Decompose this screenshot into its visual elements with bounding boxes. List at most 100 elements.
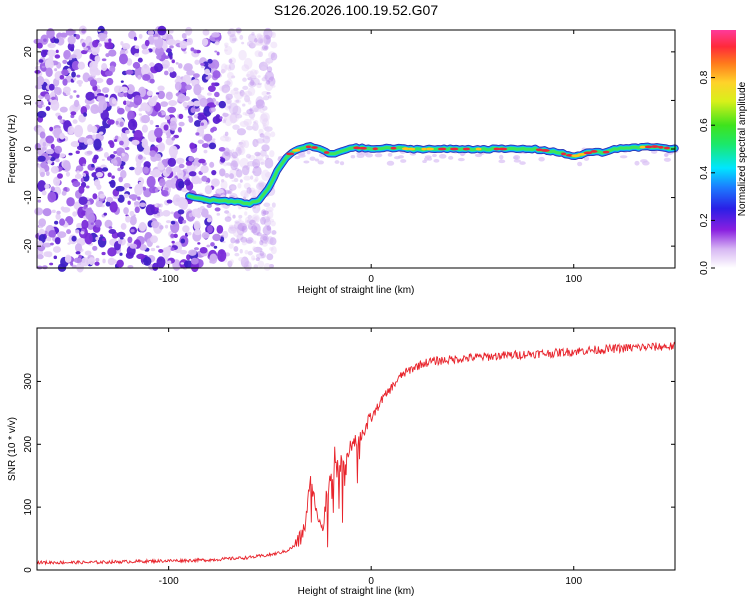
noise-blob (498, 159, 506, 164)
noise-blob (256, 83, 262, 89)
noise-blob (169, 55, 173, 60)
noise-blob (47, 42, 56, 49)
noise-blob (234, 90, 239, 95)
x-tick-label: -100 (159, 274, 179, 285)
noise-blob (214, 91, 220, 98)
noise-blob (244, 219, 251, 227)
noise-blob (172, 194, 182, 206)
noise-blob (257, 104, 264, 110)
noise-blob (155, 92, 160, 95)
noise-blob (169, 71, 177, 79)
noise-blob (84, 250, 92, 256)
snr-x-ticks: -100 0 100 (159, 328, 583, 587)
noise-blob (258, 128, 264, 136)
noise-blob (80, 257, 90, 267)
noise-blob (218, 100, 226, 109)
noise-blob (438, 153, 447, 159)
noise-blob (51, 96, 56, 101)
noise-blob (92, 245, 98, 251)
noise-blob (157, 111, 162, 117)
noise-blob (55, 87, 62, 96)
noise-blob (306, 150, 311, 155)
signal-core-mark (650, 145, 660, 148)
noise-blob (238, 256, 245, 262)
noise-blob (119, 121, 124, 127)
noise-blob (640, 159, 648, 163)
noise-blob (214, 41, 220, 46)
noise-blob (188, 155, 194, 162)
noise-blob (40, 161, 48, 169)
noise-blob (261, 209, 267, 217)
noise-blob (221, 179, 225, 183)
noise-blob (99, 37, 106, 42)
noise-blob (182, 101, 188, 108)
noise-blob (424, 155, 432, 159)
noise-blob (255, 257, 261, 262)
noise-blob (80, 177, 84, 183)
noise-blob (160, 101, 169, 108)
noise-blob (241, 225, 248, 233)
noise-blob (67, 242, 71, 245)
noise-blob (197, 114, 205, 121)
noise-blob (187, 231, 192, 236)
noise-blob (146, 90, 153, 97)
noise-blob (55, 158, 60, 163)
noise-blob (222, 119, 226, 124)
noise-blob (169, 29, 174, 34)
noise-blob (57, 173, 63, 179)
noise-blob (228, 154, 236, 159)
signal-core-mark (359, 146, 367, 150)
noise-blob (194, 59, 200, 65)
noise-blob (78, 185, 85, 194)
noise-blob (59, 218, 66, 226)
noise-blob (129, 215, 137, 226)
noise-blob (268, 31, 275, 36)
noise-blob (207, 85, 216, 93)
noise-blob (63, 49, 71, 60)
noise-blob (237, 228, 241, 232)
noise-blob (164, 115, 171, 120)
noise-blob (85, 185, 90, 189)
noise-blob (271, 230, 277, 235)
noise-blob (159, 211, 164, 217)
noise-blob (209, 253, 218, 264)
noise-blob (241, 165, 250, 176)
noise-blob (64, 254, 72, 263)
noise-blob (122, 100, 127, 106)
noise-blob (256, 207, 261, 211)
noise-blob (123, 207, 129, 215)
noise-blob (39, 171, 45, 178)
noise-blob (47, 191, 57, 203)
noise-blob (247, 100, 252, 105)
noise-blob (267, 236, 274, 245)
noise-blob (85, 91, 95, 101)
signal-core-mark (663, 146, 670, 150)
noise-blob (229, 259, 234, 264)
noise-blob (246, 108, 254, 115)
noise-blob (44, 183, 50, 190)
noise-blob (263, 202, 271, 208)
y-tick-label: 20 (23, 46, 34, 58)
noise-blob (43, 38, 47, 42)
noise-blob (36, 254, 44, 260)
noise-blob (117, 239, 123, 245)
noise-blob (187, 101, 194, 106)
noise-blob (166, 38, 176, 46)
noise-blob (117, 167, 122, 172)
noise-blob (101, 62, 108, 72)
noise-blob (61, 69, 69, 76)
noise-blob (257, 82, 262, 86)
noise-blob (133, 95, 143, 106)
noise-blob (75, 34, 81, 40)
noise-blob (218, 147, 226, 152)
noise-blob (188, 249, 197, 256)
noise-blob (95, 236, 100, 241)
noise-blob (245, 164, 250, 171)
noise-blob (260, 112, 270, 122)
noise-blob (263, 61, 271, 66)
noise-blob (243, 90, 253, 97)
noise-blob (219, 168, 226, 177)
noise-blob (92, 134, 97, 139)
noise-blob (57, 153, 66, 158)
noise-blob (72, 211, 78, 217)
